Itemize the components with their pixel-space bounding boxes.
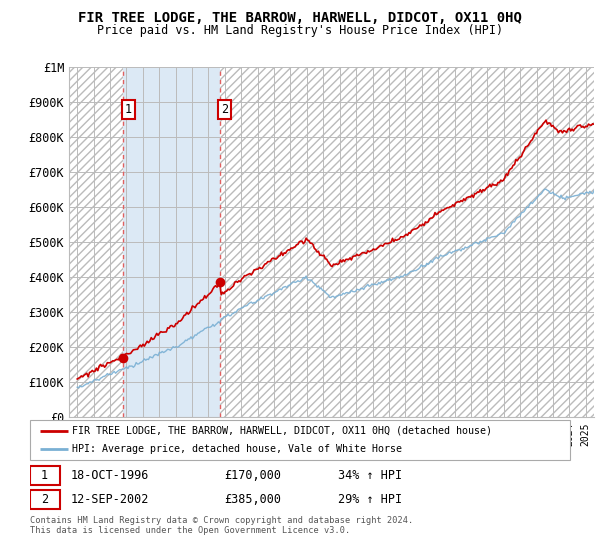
Text: HPI: Average price, detached house, Vale of White Horse: HPI: Average price, detached house, Vale… — [72, 445, 402, 454]
Text: 29% ↑ HPI: 29% ↑ HPI — [338, 493, 402, 506]
Bar — [220, 67, 594, 417]
Text: £385,000: £385,000 — [224, 493, 281, 506]
Text: £170,000: £170,000 — [224, 469, 281, 482]
Text: 12-SEP-2002: 12-SEP-2002 — [71, 493, 149, 506]
Text: FIR TREE LODGE, THE BARROW, HARWELL, DIDCOT, OX11 0HQ: FIR TREE LODGE, THE BARROW, HARWELL, DID… — [78, 11, 522, 25]
Text: Price paid vs. HM Land Registry's House Price Index (HPI): Price paid vs. HM Land Registry's House … — [97, 24, 503, 37]
FancyBboxPatch shape — [30, 465, 60, 484]
Text: FIR TREE LODGE, THE BARROW, HARWELL, DIDCOT, OX11 0HQ (detached house): FIR TREE LODGE, THE BARROW, HARWELL, DID… — [72, 426, 492, 436]
Text: 34% ↑ HPI: 34% ↑ HPI — [338, 469, 402, 482]
FancyBboxPatch shape — [30, 420, 570, 460]
Text: 1: 1 — [125, 102, 131, 116]
Text: This data is licensed under the Open Government Licence v3.0.: This data is licensed under the Open Gov… — [30, 526, 350, 535]
Text: 1: 1 — [41, 469, 48, 482]
Text: Contains HM Land Registry data © Crown copyright and database right 2024.: Contains HM Land Registry data © Crown c… — [30, 516, 413, 525]
Bar — [123, 67, 220, 417]
Text: 2: 2 — [41, 493, 48, 506]
Text: 18-OCT-1996: 18-OCT-1996 — [71, 469, 149, 482]
Text: 2: 2 — [221, 102, 229, 116]
FancyBboxPatch shape — [30, 489, 60, 509]
Bar — [69, 67, 123, 417]
